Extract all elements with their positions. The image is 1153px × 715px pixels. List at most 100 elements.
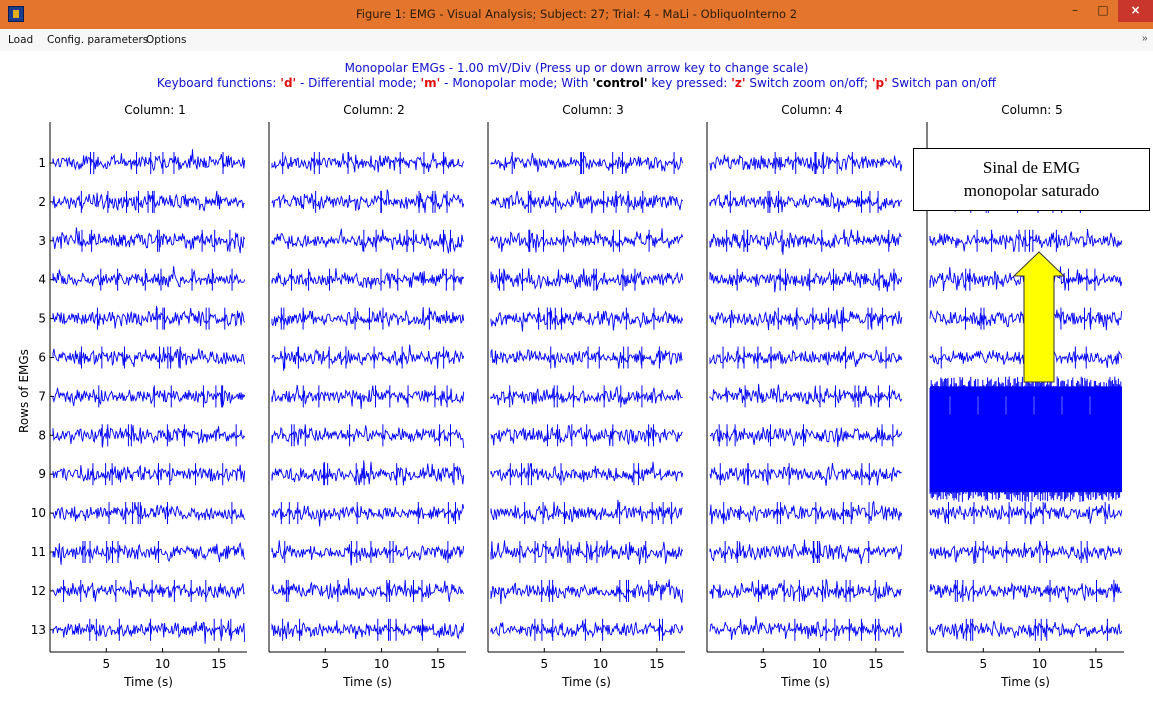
emg-trace-c3-r4 <box>490 268 684 291</box>
panel-3-x-axis-label: Time (s) <box>561 675 611 689</box>
emg-trace-c1-r13 <box>52 620 246 644</box>
emg-trace-c5-r12 <box>929 582 1123 603</box>
emg-trace-c4-r4 <box>709 270 903 293</box>
emg-trace-c4-r7 <box>709 383 903 407</box>
emg-trace-c3-r2 <box>490 190 684 214</box>
emg-trace-c3-r5 <box>490 310 684 332</box>
row-label-4: 4 <box>38 273 46 287</box>
row-label-12: 12 <box>31 584 46 598</box>
key-d-desc: - Differential mode; <box>296 76 421 90</box>
panel-1-x-axis-label: Time (s) <box>123 675 173 689</box>
emg-trace-c3-r1 <box>490 152 684 174</box>
emg-trace-c1-r1 <box>52 149 246 172</box>
emg-trace-c5-r13 <box>929 620 1123 640</box>
yellow-arrow-icon <box>1012 251 1066 383</box>
keyboard-help-prefix: Keyboard functions: <box>156 76 281 90</box>
panel-3-tick-label-15: 15 <box>649 657 664 671</box>
emg-trace-c5-r10 <box>929 502 1123 525</box>
emg-trace-c4-r2 <box>709 192 903 213</box>
emg-trace-c1-r6 <box>52 347 246 368</box>
emg-trace-c2-r12 <box>271 578 465 602</box>
emg-trace-c1-r4 <box>52 266 246 288</box>
menu-config-parameters[interactable]: Config. parameters <box>47 34 149 46</box>
panel-2-x-axis-label: Time (s) <box>342 675 392 689</box>
emg-trace-c3-r13 <box>490 620 684 639</box>
panel-5-tick-label-5: 5 <box>979 657 987 671</box>
emg-trace-c4-r1 <box>709 154 903 172</box>
panel-4-x-axis-label: Time (s) <box>780 675 830 689</box>
panel-4-tick-label-5: 5 <box>759 657 767 671</box>
matlab-figure-icon <box>8 6 24 22</box>
emg-trace-c1-r12 <box>52 580 245 602</box>
emg-trace-c1-r9 <box>52 464 246 483</box>
menu-overflow-icon[interactable]: » <box>1142 33 1148 44</box>
emg-trace-c5-r11 <box>929 540 1123 565</box>
emg-trace-c2-r5 <box>271 307 465 327</box>
emg-trace-c2-r3 <box>271 228 465 254</box>
emg-trace-c4-r5 <box>709 306 903 332</box>
emg-trace-c3-r10 <box>490 499 683 523</box>
row-label-3: 3 <box>38 234 46 248</box>
key-p-desc: Switch pan on/off <box>887 76 997 90</box>
emg-trace-c1-r5 <box>52 305 246 329</box>
emg-trace-c1-r10 <box>52 502 246 522</box>
panel-4-tick-label-15: 15 <box>868 657 883 671</box>
emg-trace-c2-r1 <box>271 151 465 173</box>
minimize-button[interactable]: – <box>1072 3 1078 17</box>
panel-1-tick-label-5: 5 <box>102 657 110 671</box>
close-button[interactable]: × <box>1118 0 1153 22</box>
panel-2-tick-label-15: 15 <box>430 657 445 671</box>
key-m-desc: - Monopolar mode; With <box>440 76 593 90</box>
emg-trace-c5-r3 <box>929 228 1123 253</box>
menu-options[interactable]: Options <box>146 34 187 46</box>
emg-trace-c4-r9 <box>709 463 902 486</box>
row-label-1: 1 <box>38 156 46 170</box>
emg-trace-c2-r2 <box>271 189 465 213</box>
emg-trace-c3-r6 <box>490 349 683 369</box>
panel-3-tick-label-5: 5 <box>540 657 548 671</box>
emg-trace-c2-r11 <box>271 540 465 566</box>
emg-trace-c1-r11 <box>52 541 246 565</box>
emg-trace-c3-r9 <box>490 461 684 483</box>
key-control-desc: key pressed: <box>647 76 732 90</box>
key-d: 'd' <box>280 76 297 90</box>
panel-5-tick-label-10: 10 <box>1032 657 1047 671</box>
panel-5-x-axis-label: Time (s) <box>1000 675 1050 689</box>
row-label-10: 10 <box>31 506 46 520</box>
key-p: 'p' <box>871 76 888 90</box>
panel-4-tick-label-10: 10 <box>812 657 827 671</box>
emg-trace-c4-r6 <box>709 349 903 367</box>
key-z-desc: Switch zoom on/off; <box>745 76 872 90</box>
emg-trace-c1-r8 <box>52 425 246 448</box>
emg-trace-c1-r3 <box>52 227 246 254</box>
maximize-button[interactable]: □ <box>1097 3 1109 17</box>
menu-load[interactable]: Load <box>8 34 34 46</box>
panel-1-tick-label-10: 10 <box>155 657 170 671</box>
emg-trace-c2-r4 <box>271 268 465 290</box>
saturation-annotation: Sinal de EMG monopolar saturado <box>913 148 1150 211</box>
column-title-5: Column: 5 <box>1001 103 1063 117</box>
column-title-2: Column: 2 <box>343 103 405 117</box>
emg-trace-c4-r11 <box>709 539 903 565</box>
column-title-4: Column: 4 <box>781 103 843 117</box>
emg-trace-c2-r13 <box>271 620 465 640</box>
emg-trace-c3-r3 <box>490 228 684 253</box>
menu-bar: Load Config. parameters Options » <box>0 29 1153 51</box>
column-title-3: Column: 3 <box>562 103 624 117</box>
key-control: 'control' <box>592 76 648 90</box>
panel-2-tick-label-10: 10 <box>374 657 389 671</box>
emg-trace-c2-r9 <box>271 460 465 486</box>
emg-trace-c2-r8 <box>271 425 465 448</box>
emg-trace-c4-r13 <box>709 616 903 640</box>
row-label-6: 6 <box>38 351 46 365</box>
row-label-5: 5 <box>38 312 46 326</box>
row-label-13: 13 <box>31 623 46 637</box>
keyboard-help: Keyboard functions: 'd' - Differential m… <box>0 76 1153 90</box>
row-label-8: 8 <box>38 428 46 442</box>
emg-trace-c4-r8 <box>709 427 903 447</box>
annotation-line-1: Sinal de EMG <box>982 158 1081 177</box>
emg-trace-c2-r6 <box>271 344 465 371</box>
key-z: 'z' <box>731 76 746 90</box>
window-titlebar: Figure 1: EMG - Visual Analysis; Subject… <box>0 0 1153 29</box>
